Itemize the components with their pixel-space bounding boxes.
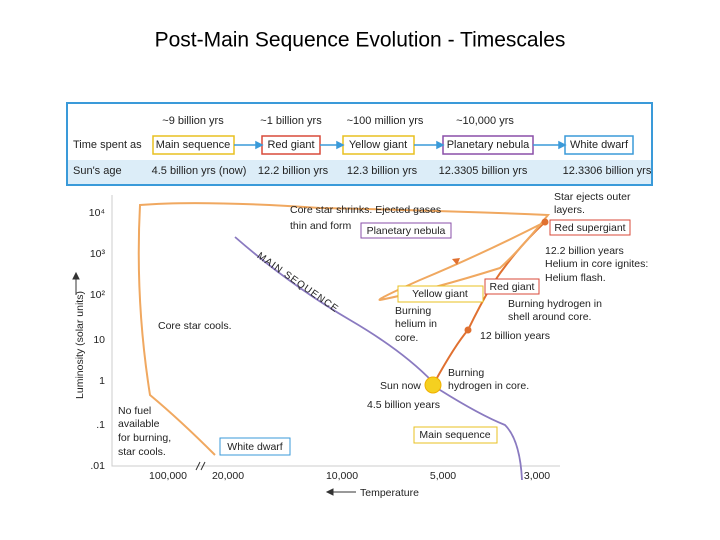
annotation: Core star shrinks. Ejected gases bbox=[290, 204, 441, 216]
stage-arrows bbox=[234, 140, 567, 150]
slide-title: Post-Main Sequence Evolution - Timescale… bbox=[155, 29, 566, 52]
annotation: Red supergiant bbox=[554, 222, 625, 234]
annotation: Burning bbox=[448, 367, 484, 379]
annotation: Burning bbox=[395, 305, 431, 317]
main-sequence-label: MAIN SEQUENCE bbox=[255, 251, 341, 316]
timescale: ~9 billion yrs bbox=[162, 115, 224, 127]
annotation: Helium flash. bbox=[545, 272, 606, 284]
age-row-band bbox=[68, 160, 651, 184]
label-box bbox=[219, 437, 291, 456]
y-tick-label: .01 bbox=[90, 460, 105, 472]
timescale-table: ~9 billion yrs ~1 billion yrs ~100 milli… bbox=[66, 102, 653, 186]
y-tick-label: .1 bbox=[96, 419, 105, 431]
x-axis-label: Temperature bbox=[360, 487, 419, 499]
annotation: 12 billion years bbox=[480, 330, 550, 342]
annotation: Core star cools. bbox=[158, 320, 232, 332]
sun-marker bbox=[424, 376, 442, 394]
annotation: core. bbox=[395, 332, 418, 344]
stage: Main sequence bbox=[156, 139, 231, 151]
y-axis-label: Luminosity (solar units) bbox=[74, 291, 86, 399]
label-box bbox=[484, 278, 540, 295]
annotation: star cools. bbox=[118, 446, 166, 458]
stage: Red giant bbox=[267, 139, 314, 151]
annotation: Star ejects outer bbox=[554, 191, 631, 203]
annotation: Planetary nebula bbox=[367, 225, 446, 237]
x-tick-label: 10,000 bbox=[326, 470, 358, 482]
y-axis-arrow bbox=[72, 271, 80, 295]
x-axis-arrow bbox=[325, 488, 356, 496]
stage: Planetary nebula bbox=[447, 139, 530, 151]
y-tick-label: 10³ bbox=[90, 248, 106, 260]
main-sequence-curve bbox=[234, 236, 523, 481]
annotation: thin and form bbox=[290, 220, 352, 232]
timescale: ~1 billion yrs bbox=[260, 115, 322, 127]
stage: Yellow giant bbox=[349, 139, 407, 151]
x-tick-label: 5,000 bbox=[430, 470, 456, 482]
y-tick-label: 10 bbox=[93, 334, 105, 346]
row-label: Sun's age bbox=[73, 165, 122, 177]
annotation: available bbox=[118, 418, 160, 430]
y-tick-label: 10⁴ bbox=[89, 207, 105, 219]
annotation: layers. bbox=[554, 204, 585, 216]
x-tick-label: 20,000 bbox=[212, 470, 244, 482]
label-box bbox=[360, 222, 452, 239]
annotation: Red giant bbox=[490, 281, 535, 293]
annotation: 4.5 billion years bbox=[367, 399, 440, 411]
annotation: for burning, bbox=[118, 432, 171, 444]
annotation: Helium in core ignites: bbox=[545, 258, 648, 270]
annotation: No fuel bbox=[118, 405, 151, 417]
label-box bbox=[413, 426, 498, 444]
age: 12.2 billion yrs bbox=[258, 165, 329, 177]
annotation: Main sequence bbox=[419, 429, 490, 441]
x-tick-label: 100,000 bbox=[149, 470, 187, 482]
age: 4.5 billion yrs (now) bbox=[152, 165, 247, 177]
row-label: Time spent as bbox=[73, 139, 142, 151]
track-point bbox=[541, 218, 549, 226]
track-arrow bbox=[452, 258, 460, 265]
annotation: Sun now bbox=[380, 380, 421, 392]
y-tick-label: 10² bbox=[90, 289, 106, 301]
annotation: Burning hydrogen in bbox=[508, 298, 602, 310]
label-box bbox=[549, 219, 631, 236]
stage: White dwarf bbox=[570, 139, 629, 151]
hr-diagram: Luminosity (solar units) 10⁴ 10³ 10² 10 … bbox=[72, 191, 648, 499]
age: 12.3 billion yrs bbox=[347, 165, 418, 177]
axes bbox=[111, 195, 560, 467]
age: 12.3306 billion yrs bbox=[563, 165, 652, 177]
annotation: hydrogen in core. bbox=[448, 380, 529, 392]
track-point bbox=[464, 326, 472, 334]
label-box bbox=[397, 285, 484, 303]
timescale: ~100 million yrs bbox=[347, 115, 424, 127]
x-tick-label: 3,000 bbox=[524, 470, 550, 482]
y-tick-label: 1 bbox=[99, 375, 105, 387]
annotation: 12.2 billion years bbox=[545, 245, 624, 257]
axis-break bbox=[195, 461, 206, 471]
annotation: shell around core. bbox=[508, 311, 591, 323]
timescale: ~10,000 yrs bbox=[456, 115, 514, 127]
age: 12.3305 billion yrs bbox=[439, 165, 528, 177]
annotation: helium in bbox=[395, 318, 437, 330]
annotation: Yellow giant bbox=[412, 288, 468, 300]
annotation: White dwarf bbox=[227, 441, 283, 453]
late-evolution-track bbox=[137, 202, 551, 456]
